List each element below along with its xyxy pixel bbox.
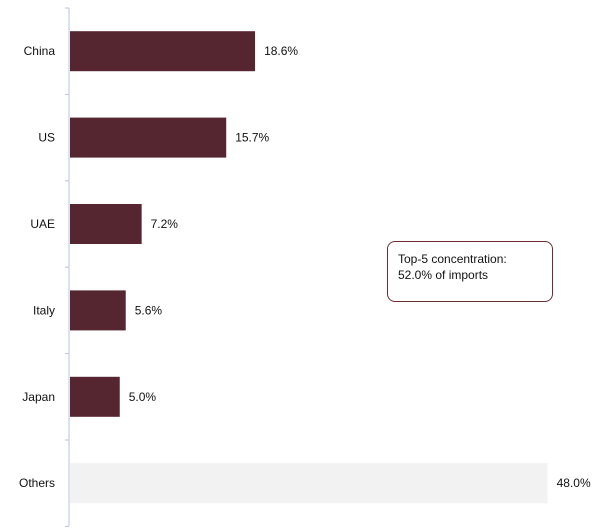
callout-line-1: Top-5 concentration: [398,252,507,266]
category-label-uae: UAE [30,217,55,231]
value-label-japan: 5.0% [129,390,157,404]
bar-japan [70,376,120,417]
bars [70,31,548,504]
value-label-china: 18.6% [264,44,298,58]
bar-us [70,117,227,158]
bar-china [70,31,256,72]
concentration-callout: Top-5 concentration: 52.0% of imports [387,241,553,302]
value-label-us: 15.7% [235,131,269,145]
category-label-others: Others [19,476,55,490]
bar-italy [70,290,126,331]
category-label-japan: Japan [22,390,55,404]
category-label-us: US [38,131,55,145]
category-label-italy: Italy [33,303,55,317]
category-label-china: China [24,44,56,58]
bar-uae [70,204,142,244]
callout-line-2: 52.0% of imports [398,268,489,282]
category-labels: China US UAE Italy Japan Others [19,44,55,490]
y-axis-ticks [65,7,69,527]
value-label-uae: 7.2% [151,217,179,231]
value-label-others: 48.0% [557,476,591,490]
value-label-italy: 5.6% [135,303,163,317]
value-labels: 18.6% 15.7% 7.2% 5.6% 5.0% 48.0% [129,44,591,490]
bar-others [70,463,548,504]
